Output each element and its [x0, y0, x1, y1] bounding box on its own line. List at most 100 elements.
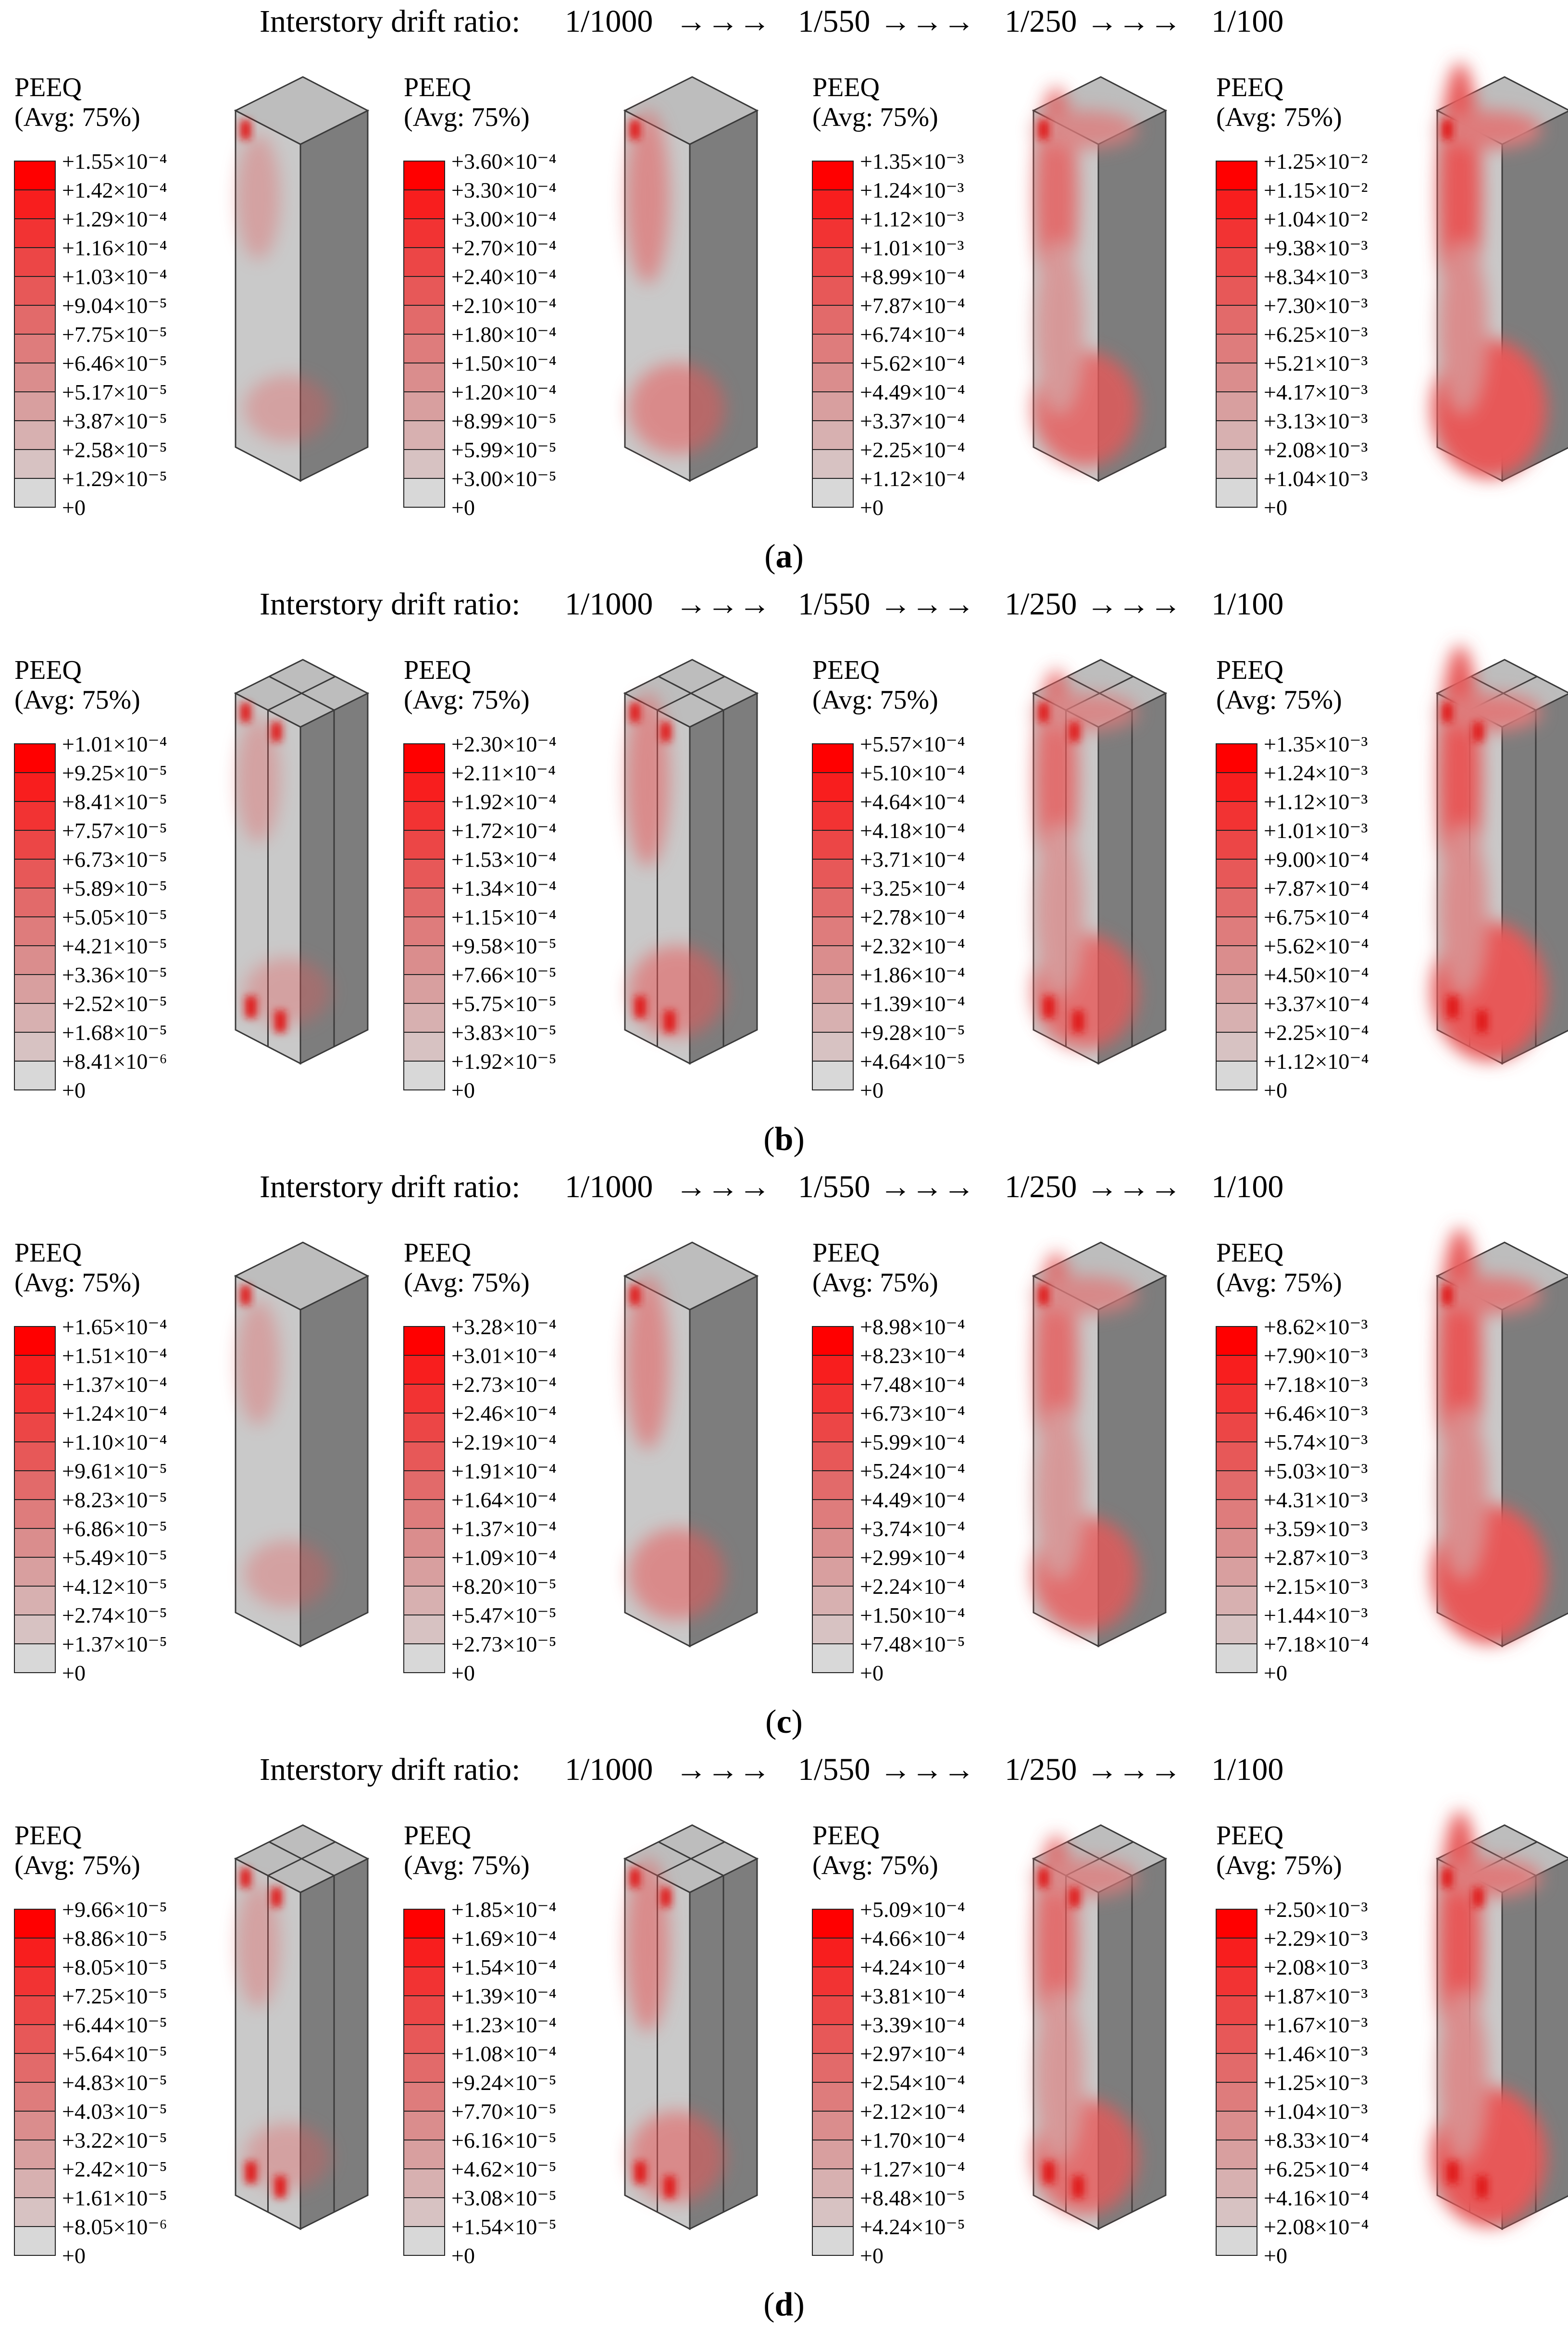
top-strain-zone	[1033, 111, 1138, 149]
legend-value: +0	[860, 495, 884, 520]
legend-value: +4.03×10⁻⁵	[62, 2099, 167, 2124]
drift-progression-arrows: →→→	[1086, 1169, 1182, 1204]
legend-value: +2.50×10⁻³	[1264, 1897, 1368, 1922]
legend-swatch	[14, 916, 56, 946]
legend-swatch	[403, 1909, 445, 1939]
legend-value: +7.57×10⁻⁵	[62, 818, 167, 843]
upper-strain-zone	[626, 693, 670, 866]
legend-value: +5.62×10⁻⁴	[860, 351, 965, 375]
legend-swatch	[812, 888, 854, 917]
legend-swatch	[1216, 1909, 1257, 1939]
drift-ratio-label: Interstory drift ratio:	[260, 1169, 521, 1204]
lower-strain-zone	[244, 1540, 331, 1608]
legend-swatch	[403, 1966, 445, 1996]
mid-strain-zone	[1439, 823, 1487, 996]
legend-value: +2.73×10⁻⁵	[451, 1632, 557, 1656]
legend-value: +6.25×10⁻⁴	[1264, 2157, 1369, 2181]
peak-strain-marker	[1476, 2176, 1488, 2198]
lower-strain-zone	[629, 363, 725, 454]
panel-title: Interstory drift ratio: 1/1000 →→→ 1/550 →→→…	[260, 587, 1283, 622]
column-model	[234, 1824, 370, 2230]
legend-value: +8.23×10⁻⁴	[860, 1343, 965, 1368]
legend-swatch	[14, 189, 56, 219]
legend-value: +7.48×10⁻⁵	[860, 1632, 965, 1656]
legend-tick-labels: +5.57×10⁻⁴ +5.10×10⁻⁴ +4.64×10⁻⁴ +4.18×10⁻⁴…	[860, 732, 965, 1102]
legend-value: +9.28×10⁻⁵	[860, 1020, 965, 1045]
legend-value: +2.11×10⁻⁴	[451, 761, 556, 785]
legend-swatch	[403, 1384, 445, 1414]
column-top-face	[234, 1241, 370, 1311]
legend-subheader: (Avg: 75%)	[1216, 1268, 1342, 1298]
column-model	[1431, 1811, 1568, 2230]
legend-swatch	[812, 2111, 854, 2140]
strain-peak-group	[240, 1868, 286, 2198]
legend-swatch	[812, 974, 854, 1004]
legend-swatch	[1216, 391, 1257, 421]
legend-swatch	[403, 1614, 445, 1644]
legend-swatch	[812, 161, 854, 190]
legend-value: +4.83×10⁻⁵	[62, 2070, 167, 2095]
legend-color-scale	[403, 743, 445, 1090]
legend-value: +2.30×10⁻⁴	[451, 732, 557, 756]
legend-value: +8.05×10⁻⁵	[62, 1955, 167, 1979]
legend-subheader: (Avg: 75%)	[404, 102, 530, 132]
drift-ratio-label: 1/250	[1005, 1169, 1077, 1204]
top-subdivision-line	[657, 1841, 725, 1877]
strain-contour-field	[1431, 1811, 1547, 2227]
legend-swatch	[14, 1499, 56, 1529]
legend-value: +8.23×10⁻⁵	[62, 1488, 167, 1512]
legend-swatch	[812, 830, 854, 860]
legend-value: +1.37×10⁻⁴	[451, 1516, 557, 1541]
drift-ratio-label: 1/250	[1005, 587, 1077, 622]
legend-value: +1.27×10⁻⁴	[860, 2157, 965, 2181]
legend-value: +5.05×10⁻⁵	[62, 905, 167, 929]
legend-header: PEEQ	[14, 655, 82, 685]
legend-value: +8.41×10⁻⁵	[62, 789, 167, 814]
legend-value: +6.73×10⁻⁵	[62, 847, 167, 872]
legend-swatch	[1216, 974, 1257, 1004]
panel-title: Interstory drift ratio: 1/1000 →→→ 1/550 →→→…	[260, 1169, 1283, 1204]
peak-strain-marker	[1038, 1286, 1049, 1305]
legend-value: +2.73×10⁻⁴	[451, 1372, 557, 1397]
legend-swatch	[403, 161, 445, 190]
legend-value: +6.73×10⁻⁴	[860, 1401, 965, 1426]
legend-value: +4.17×10⁻³	[1264, 380, 1368, 404]
legend-color-scale	[812, 1326, 854, 1673]
legend-swatch	[1216, 420, 1257, 450]
legend-value: +5.89×10⁻⁵	[62, 876, 167, 901]
legend-tick-labels: +1.35×10⁻³ +1.24×10⁻³ +1.12×10⁻³ +1.01×10⁻³…	[1264, 732, 1369, 1102]
legend-swatch	[1216, 1032, 1257, 1062]
mid-strain-zone	[1439, 1406, 1487, 1579]
legend-value: +1.15×10⁻⁴	[451, 905, 557, 929]
legend-value: +1.61×10⁻⁵	[62, 2186, 167, 2210]
legend-header: PEEQ	[404, 655, 471, 685]
model-a-4: PEEQ(Avg: 75%) +1.25×10⁻² +1.15×10⁻² +1.04×…	[1216, 63, 1568, 520]
legend-value: +0	[1264, 1661, 1287, 1685]
panel-label-close-paren: )	[793, 2286, 804, 2323]
legend-value: +1.42×10⁻⁴	[62, 178, 167, 202]
legend-swatch	[1216, 247, 1257, 277]
legend-swatch	[812, 1528, 854, 1558]
legend-value: +6.74×10⁻⁴	[860, 322, 965, 347]
panel-label-close-paren: )	[793, 538, 804, 575]
legend-value: +1.92×10⁻⁵	[451, 1049, 557, 1074]
peak-strain-marker	[660, 1888, 672, 1907]
upper-strain-zone	[236, 1300, 280, 1425]
legend-value: +1.01×10⁻³	[1264, 818, 1368, 843]
legend-swatch	[1216, 2111, 1257, 2140]
legend-swatch	[1216, 2168, 1257, 2198]
legend-swatch	[14, 2168, 56, 2198]
legend-header: PEEQ	[14, 73, 82, 102]
panel-label: (a)	[764, 538, 804, 575]
legend-value: +4.24×10⁻⁴	[860, 1955, 965, 1979]
legend-value: +2.78×10⁻⁴	[860, 905, 965, 929]
drift-progression-arrows: →→→	[880, 1169, 975, 1204]
legend-color-scale	[403, 161, 445, 508]
legend-swatch	[1216, 2053, 1257, 2083]
legend-value: +3.30×10⁻⁴	[451, 178, 557, 202]
panel-label: (d)	[763, 2286, 805, 2323]
legend-swatch	[403, 945, 445, 975]
legend-subheader: (Avg: 75%)	[812, 102, 938, 132]
column-model	[623, 659, 759, 1065]
mid-strain-zone	[1439, 1989, 1487, 2162]
